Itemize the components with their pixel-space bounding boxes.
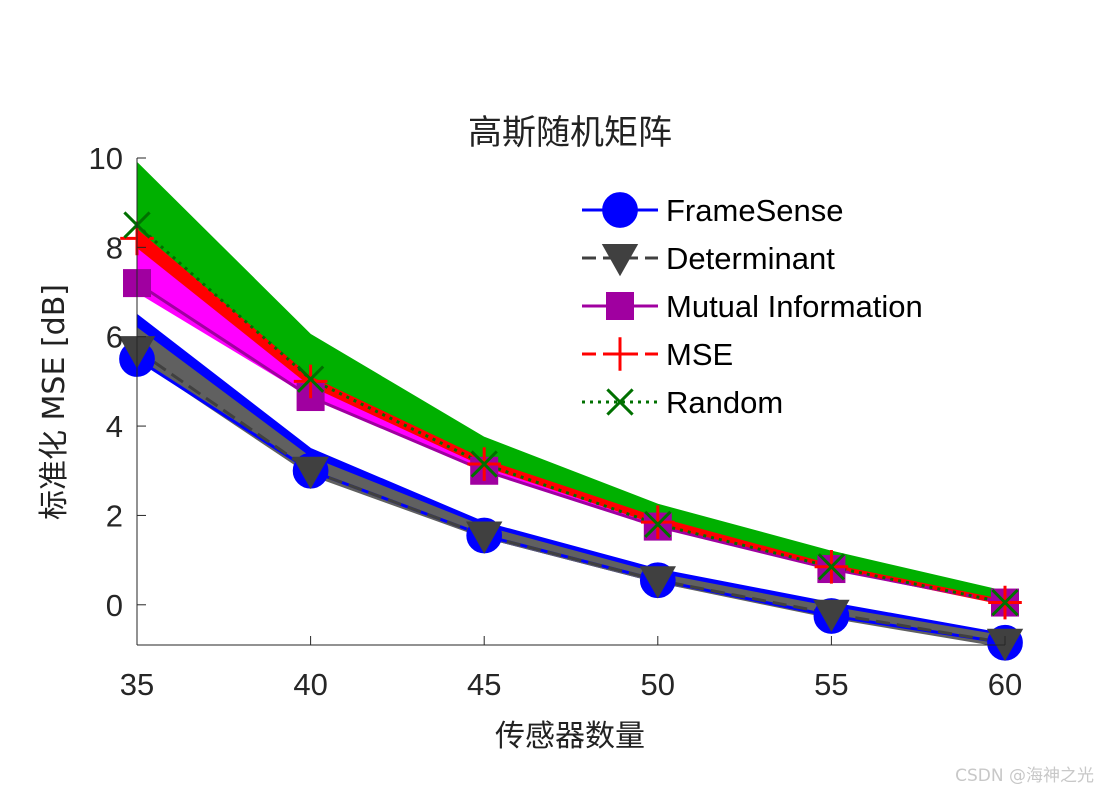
marker-3-1 [293, 364, 328, 399]
marker-1-2 [466, 521, 503, 554]
marker-4-5 [991, 588, 1019, 617]
legend-label-1: Determinant [666, 241, 835, 276]
legend-label-2: Mutual Information [666, 289, 923, 324]
legend-marker-4 [606, 388, 634, 416]
marker-1-4 [813, 599, 850, 632]
marker-4-3 [644, 510, 672, 539]
legend: FrameSense Determinant Mutual Information M… [582, 192, 923, 420]
legend-marker-0 [602, 192, 638, 228]
x-tick-label-3: 50 [641, 667, 675, 702]
legend-marker-3 [603, 337, 637, 371]
marker-3-3 [641, 505, 675, 539]
x-tick-label-4: 55 [814, 667, 848, 702]
band-4 [136, 161, 1006, 604]
lines-layer [136, 223, 1006, 645]
y-tick-label-5: 10 [89, 141, 123, 176]
chart-title: 高斯随机矩阵 [468, 113, 672, 153]
legend-label-0: FrameSense [666, 193, 843, 228]
series-line-2 [136, 281, 1006, 605]
y-axis-label: 标准化 MSE [dB] [37, 284, 72, 520]
y-tick-label-4: 8 [106, 230, 123, 265]
x-tick-label-0: 35 [120, 667, 154, 702]
legend-marker-2 [606, 292, 634, 320]
y-tick-label-2: 4 [106, 409, 123, 444]
series-line-0 [136, 357, 1006, 645]
x-tick-label-5: 60 [988, 667, 1022, 702]
y-tick-label-3: 6 [106, 320, 123, 355]
watermark: CSDN @海神之光 [955, 766, 1094, 786]
x-axis-label: 传感器数量 [495, 719, 645, 754]
marker-1-3 [639, 566, 676, 599]
marker-4-2 [470, 450, 498, 478]
y-tick-label-0: 0 [106, 588, 123, 623]
y-tick-label-1: 2 [106, 498, 123, 533]
legend-label-3: MSE [666, 337, 733, 372]
legend-marker-1 [601, 244, 639, 277]
x-tick-label-2: 45 [467, 667, 501, 702]
legend-label-4: Random [666, 385, 783, 420]
series-line-4 [136, 223, 1006, 605]
marker-4-1 [296, 365, 325, 393]
x-tick-label-1: 40 [293, 667, 327, 702]
marker-1-1 [292, 456, 329, 489]
axes: 35 40 45 50 55 60 0 2 4 6 8 10 [89, 141, 1023, 702]
marker-4-4 [817, 553, 846, 581]
series-line-1 [136, 348, 1006, 645]
